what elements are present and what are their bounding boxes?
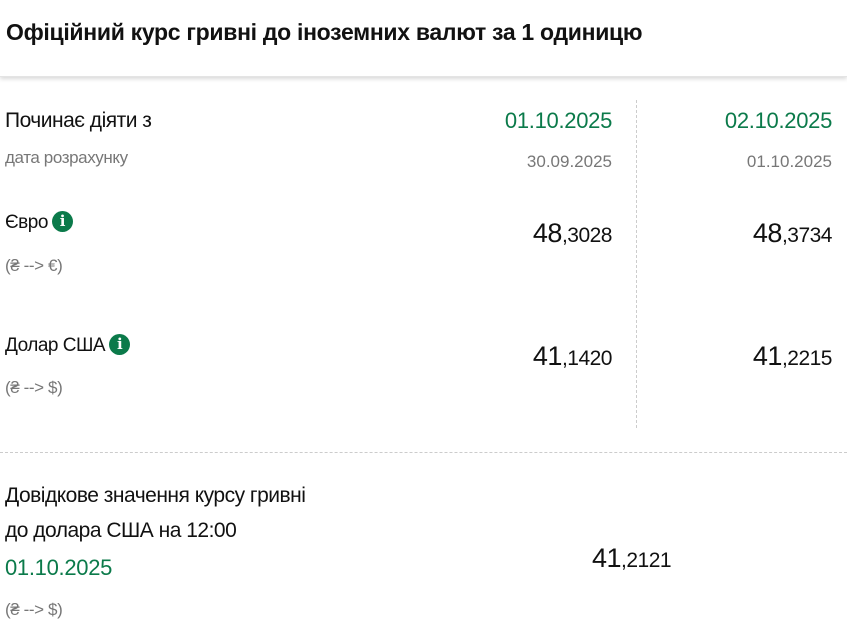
reference-label-line1: Довідкове значення курсу гривні bbox=[5, 484, 306, 507]
rate-frac: ,3028 bbox=[561, 224, 613, 247]
usd-rate-col2: 41,2215 bbox=[752, 341, 833, 372]
reference-date: 01.10.2025 bbox=[5, 555, 113, 580]
euro-rate-col2: 48,3734 bbox=[752, 218, 833, 249]
currency-pair: (₴ --> $) bbox=[5, 378, 63, 397]
column-divider bbox=[636, 100, 637, 428]
section-divider bbox=[0, 452, 847, 453]
currency-name: Долар США bbox=[5, 335, 106, 356]
info-icon[interactable]: i bbox=[51, 211, 73, 232]
col2-calc-date: 01.10.2025 bbox=[746, 152, 832, 171]
currency-usd: Долар США i bbox=[5, 334, 131, 357]
effective-label: Починає діяти з bbox=[5, 109, 152, 132]
calc-date-label: дата розрахунку bbox=[5, 148, 128, 167]
usd-rate-col1: 41,1420 bbox=[532, 341, 613, 372]
reference-pair: (₴ --> $) bbox=[5, 600, 63, 619]
rate-frac: ,3734 bbox=[781, 224, 833, 247]
col1-effective-date: 01.10.2025 bbox=[504, 108, 612, 133]
rate-frac: ,1420 bbox=[561, 347, 613, 370]
currency-name: Євро bbox=[5, 212, 48, 233]
col2-effective-date: 02.10.2025 bbox=[724, 108, 832, 133]
rate-int: 41 bbox=[752, 341, 783, 371]
rate-int: 48 bbox=[752, 218, 783, 248]
rate-int: 41 bbox=[532, 341, 563, 371]
info-icon[interactable]: i bbox=[109, 334, 131, 355]
currency-euro: Євро i bbox=[5, 211, 73, 234]
rate-frac: ,2215 bbox=[781, 347, 833, 370]
page-title: Офіційний курс гривні до іноземних валют… bbox=[6, 19, 643, 45]
rate-frac: ,2121 bbox=[621, 549, 672, 572]
reference-label-line2: до долара США на 12:00 bbox=[5, 519, 237, 542]
page-header: Офіційний курс гривні до іноземних валют… bbox=[0, 0, 847, 77]
col1-calc-date: 30.09.2025 bbox=[526, 152, 612, 171]
euro-rate-col1: 48,3028 bbox=[532, 218, 613, 249]
rate-int: 48 bbox=[532, 218, 563, 248]
rate-int: 41 bbox=[592, 543, 622, 573]
currency-pair: (₴ --> €) bbox=[5, 256, 63, 275]
reference-rate: 41,2121 bbox=[592, 543, 672, 574]
